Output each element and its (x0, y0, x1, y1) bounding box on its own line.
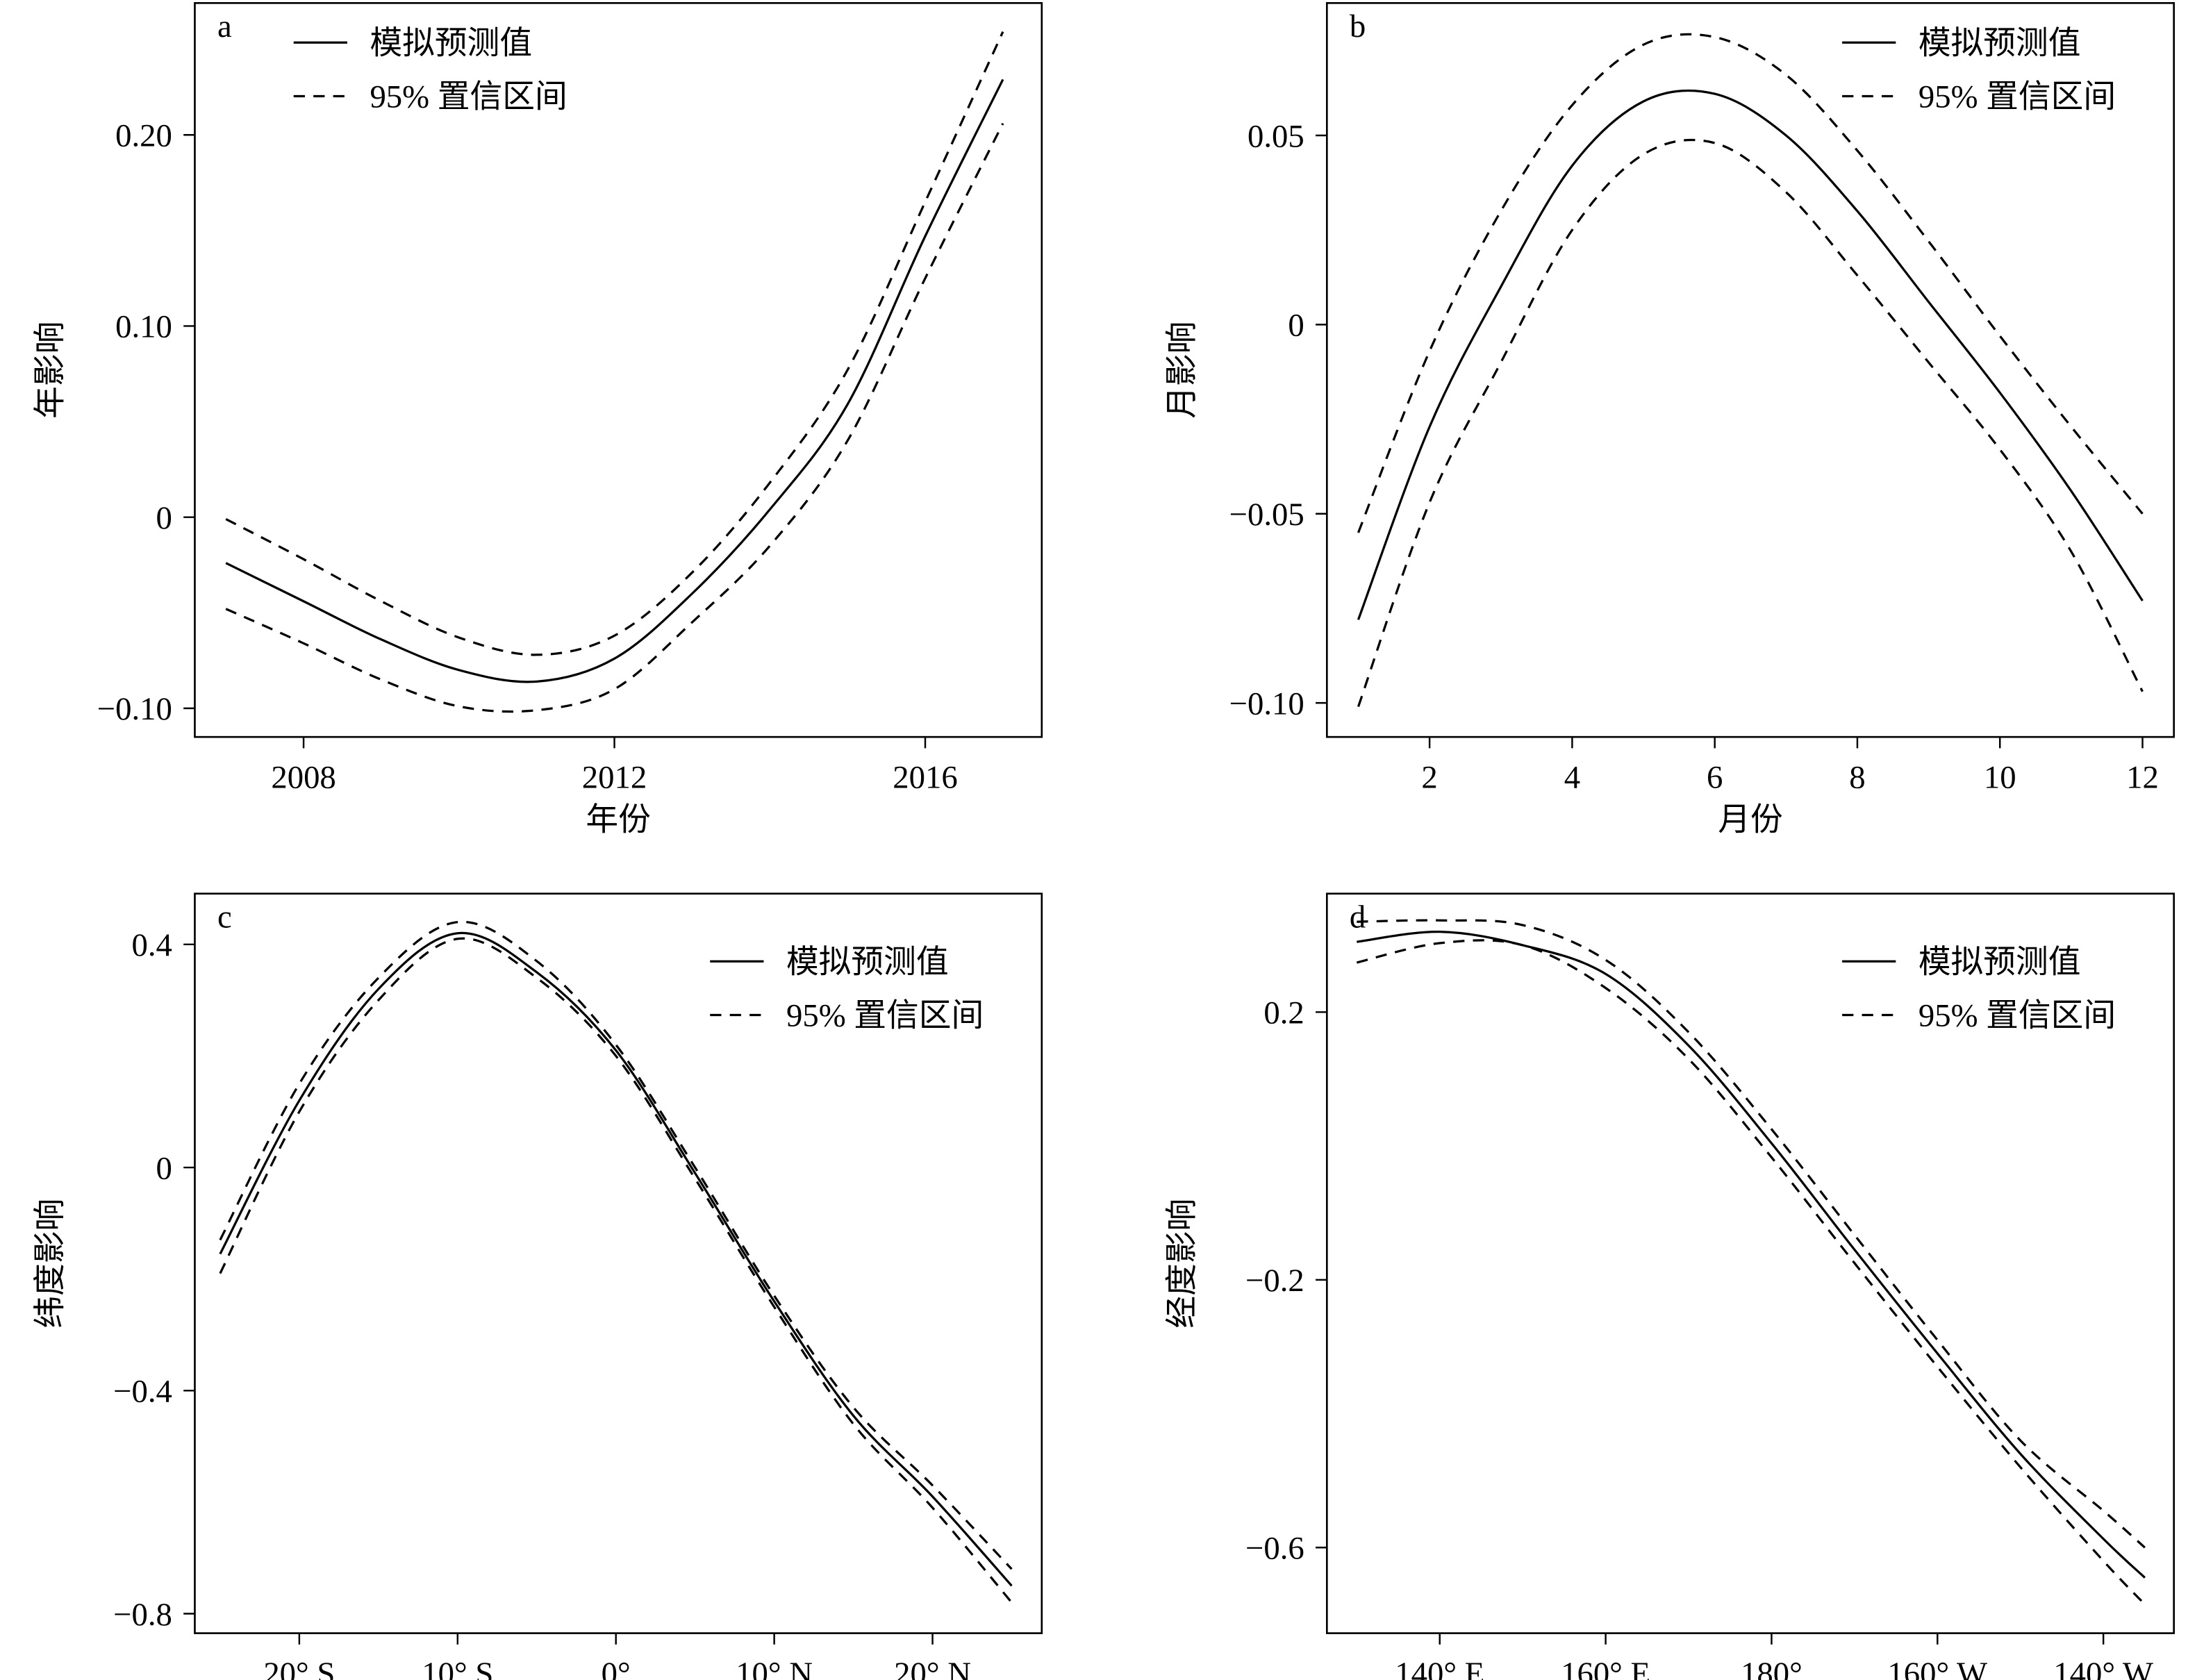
y-axis-label: 月影响 (1164, 322, 1200, 419)
curve (1357, 138, 2144, 708)
curve (225, 123, 1004, 713)
x-tick-label: 6 (1707, 759, 1723, 795)
y-tick-label: 0 (156, 1150, 172, 1186)
x-tick-label: 2008 (271, 759, 335, 795)
y-axis-label: 经度影响 (1164, 1199, 1200, 1329)
x-tick-label: 160° E (1561, 1656, 1650, 1680)
x-tick-label: 4 (1564, 759, 1580, 795)
curve (1357, 89, 2144, 620)
curve (219, 920, 1013, 1570)
y-tick-label: −0.05 (1229, 497, 1304, 533)
plot-frame (194, 2, 1043, 738)
y-tick-label: −0.10 (1229, 685, 1304, 722)
x-tick-label: 10° S (422, 1656, 493, 1680)
y-tick-label: −0.2 (1245, 1263, 1304, 1299)
x-tick-label: 10° N (736, 1656, 813, 1680)
legend-label: 模拟预测值 (1918, 26, 2081, 62)
y-axis-label: 纬度影响 (32, 1199, 68, 1329)
curve (225, 78, 1004, 683)
legend-label: 模拟预测值 (786, 945, 949, 981)
x-tick-label: 20° S (263, 1656, 335, 1680)
x-tick-label: 20° N (894, 1656, 971, 1680)
y-tick-label: 0.20 (115, 118, 172, 154)
x-tick-label: 10 (1984, 759, 2016, 795)
legend-label: 95% 置信区间 (1918, 79, 2116, 115)
x-axis-label: 年份 (586, 801, 650, 838)
y-tick-label: −0.4 (113, 1374, 172, 1410)
x-tick-label: 8 (1849, 759, 1865, 795)
y-axis-label: 年影响 (32, 322, 68, 419)
y-tick-label: −0.6 (1245, 1531, 1304, 1567)
y-tick-label: −0.10 (97, 691, 172, 727)
curve (219, 937, 1013, 1604)
legend-label: 模拟预测值 (1918, 945, 2081, 981)
curve (1357, 919, 2146, 1549)
x-axis-label: 月份 (1718, 801, 1782, 838)
y-tick-label: 0.05 (1248, 118, 1304, 154)
x-tick-label: 2012 (582, 759, 647, 795)
legend-label: 95% 置信区间 (786, 998, 984, 1034)
x-tick-label: 140° E (1395, 1656, 1484, 1680)
curve (1356, 939, 2146, 1606)
panel-label: d (1350, 899, 1366, 935)
x-tick-label: 0° (602, 1656, 631, 1680)
x-tick-label: 2 (1421, 759, 1437, 795)
y-tick-label: 0.2 (1263, 995, 1304, 1031)
x-tick-label: 160° W (1887, 1656, 1988, 1680)
legend-label: 95% 置信区间 (1918, 998, 2116, 1034)
y-tick-label: 0 (1288, 308, 1304, 344)
plot-frame (1326, 2, 2175, 738)
curve (225, 31, 1004, 656)
plot-frame (1326, 892, 2175, 1634)
panel-label: a (217, 8, 232, 44)
legend-label: 95% 置信区间 (370, 79, 567, 115)
x-tick-label: 2016 (893, 759, 957, 795)
legend-label: 模拟预测值 (370, 26, 532, 62)
y-tick-label: 0 (156, 500, 172, 536)
curve (219, 931, 1013, 1587)
plot-frame (194, 892, 1043, 1634)
x-tick-label: 12 (2126, 759, 2159, 795)
y-tick-label: −0.8 (113, 1597, 172, 1633)
y-tick-label: 0.4 (132, 927, 172, 963)
x-tick-label: 140° W (2053, 1656, 2154, 1680)
panel-label: c (217, 899, 232, 935)
curve (1357, 33, 2144, 533)
panel-label: b (1350, 8, 1366, 44)
x-tick-label: 180° (1741, 1656, 1802, 1680)
y-tick-label: 0.10 (115, 309, 172, 345)
